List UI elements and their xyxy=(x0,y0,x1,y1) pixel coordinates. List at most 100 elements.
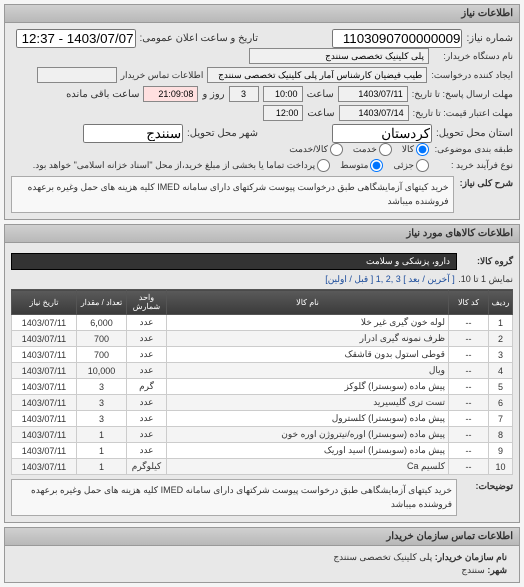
desc-text: خرید کیتهای آزمایشگاهی طبق درخواست پیوست… xyxy=(11,176,454,213)
cell: 1403/07/11 xyxy=(12,331,77,347)
cell: 10,000 xyxy=(77,363,127,379)
pkg-label-2: کالا/خدمت xyxy=(289,144,328,155)
items-table: ردیفکد کالانام کالاواحد شمارشتعداد / مقد… xyxy=(11,289,513,475)
bid-label-0: جزئی xyxy=(393,160,414,171)
buyer-org-label: نام دستگاه خریدار: xyxy=(433,51,513,62)
cell: -- xyxy=(449,411,489,427)
cat-title: گروه کالا: xyxy=(463,256,513,267)
cell: 1403/07/11 xyxy=(12,315,77,331)
cell: 9 xyxy=(489,443,513,459)
pkg-radio-1[interactable] xyxy=(379,143,392,156)
cell: پیش ماده (سوبسترا) گلوکز xyxy=(167,379,449,395)
table-row[interactable]: 9--پیش ماده (سوبسترا) اسید اوریکعدد11403… xyxy=(12,443,513,459)
cell: 700 xyxy=(77,331,127,347)
pkg-option-2[interactable]: کالا/خدمت xyxy=(289,143,343,156)
bid-option-1[interactable]: متوسط xyxy=(340,159,383,172)
cell: 7 xyxy=(489,411,513,427)
org-name-label: نام سازمان خریدار: xyxy=(435,552,507,562)
cell: 1403/07/11 xyxy=(12,363,77,379)
cell: 3 xyxy=(77,411,127,427)
cell: پیش ماده (سوبسترا) کلسترول xyxy=(167,411,449,427)
cell: قوطی استول بدون قاشقک xyxy=(167,347,449,363)
bid-radio-group: جزئی متوسط پرداخت تماما یا بخشی از مبلغ خر… xyxy=(33,159,429,172)
table-row[interactable]: 1--لوله خون گیری غیر خلاعدد6,0001403/07/… xyxy=(12,315,513,331)
expl-text: خرید کیتهای آزمایشگاهی طبق درخواست پیوست… xyxy=(11,479,457,516)
bid-radio-2[interactable] xyxy=(317,159,330,172)
col-header-2: نام کالا xyxy=(167,290,449,315)
info-panel-header: اطلاعات نیاز xyxy=(5,5,519,23)
pager-links[interactable]: [ آخرین / بعد ] 3 ,2 ,1 [ قبل / اولین] xyxy=(324,274,456,284)
pkg-option-0[interactable]: کالا xyxy=(402,143,429,156)
requester-field xyxy=(207,67,427,83)
col-header-1: کد کالا xyxy=(449,290,489,315)
cell: عدد xyxy=(127,363,167,379)
ann-date-field xyxy=(16,29,136,48)
footer-city-label: شهر: xyxy=(487,565,507,575)
items-panel: اطلاعات کالاهای مورد نیاز گروه کالا: دار… xyxy=(4,224,520,523)
deadline-hour-field xyxy=(263,86,303,102)
cell: عدد xyxy=(127,315,167,331)
buyer-contact-label: اطلاعات تماس خریدار xyxy=(121,70,204,81)
table-row[interactable]: 7--پیش ماده (سوبسترا) کلسترولعدد31403/07… xyxy=(12,411,513,427)
table-row[interactable]: 8--پیش ماده (سوبسترا) اوره/نیتروژن اوره … xyxy=(12,427,513,443)
ann-date-label: تاریخ و ساعت اعلان عمومی: xyxy=(140,33,259,44)
cell: کیلوگرم xyxy=(127,459,167,475)
cell: ویال xyxy=(167,363,449,379)
pager-summary: نمایش 1 تا 10. xyxy=(458,274,513,284)
items-panel-header: اطلاعات کالاهای مورد نیاز xyxy=(5,225,519,243)
cell: عدد xyxy=(127,443,167,459)
cell: تست تری گلیسیرید xyxy=(167,395,449,411)
cell: -- xyxy=(449,459,489,475)
contact-panel-header: اطلاعات تماس سازمان خریدار xyxy=(5,528,519,546)
cell: -- xyxy=(449,331,489,347)
table-row[interactable]: 10--کلسیم Caکیلوگرم11403/07/11 xyxy=(12,459,513,475)
cell: عدد xyxy=(127,427,167,443)
cell: 1 xyxy=(77,459,127,475)
cell: 10 xyxy=(489,459,513,475)
city-field xyxy=(83,124,183,143)
cell: عدد xyxy=(127,331,167,347)
deadline-date-field xyxy=(338,86,408,102)
cell: گرم xyxy=(127,379,167,395)
requester-label: ایجاد کننده درخواست: xyxy=(431,70,513,81)
province-field xyxy=(332,124,432,143)
table-row[interactable]: 2--ظرف نمونه گیری ادرارعدد7001403/07/11 xyxy=(12,331,513,347)
contact-panel: اطلاعات تماس سازمان خریدار نام سازمان خر… xyxy=(4,527,520,583)
pkg-label-1: خدمت xyxy=(353,144,377,155)
cell: 1403/07/11 xyxy=(12,427,77,443)
expl-title: توضیحات: xyxy=(463,479,513,516)
desc-title: شرح کلی نیاز: xyxy=(460,176,513,213)
bid-option-0[interactable]: جزئی xyxy=(393,159,429,172)
cell: 1 xyxy=(77,427,127,443)
table-row[interactable]: 5--پیش ماده (سوبسترا) گلوکزگرم31403/07/1… xyxy=(12,379,513,395)
cell: 3 xyxy=(77,395,127,411)
cell: 1403/07/11 xyxy=(12,459,77,475)
pkg-radio-0[interactable] xyxy=(416,143,429,156)
cell: ظرف نمونه گیری ادرار xyxy=(167,331,449,347)
info-panel: اطلاعات نیاز شماره نیاز: تاریخ و ساعت اع… xyxy=(4,4,520,220)
table-row[interactable]: 3--قوطی استول بدون قاشقکعدد7001403/07/11 xyxy=(12,347,513,363)
cell: 1403/07/11 xyxy=(12,411,77,427)
city-label: شهر محل تحویل: xyxy=(187,128,258,139)
bid-radio-0[interactable] xyxy=(416,159,429,172)
cell: عدد xyxy=(127,395,167,411)
valid-until-label: مهلت اعتبار قیمت: تا تاریخ: xyxy=(413,108,513,119)
bid-option-2[interactable]: پرداخت تماما یا بخشی از مبلغ خرید،از محل… xyxy=(33,159,330,172)
cat-value: دارو، پزشکی و سلامت xyxy=(11,253,457,270)
pager: نمایش 1 تا 10. [ آخرین / بعد ] 3 ,2 ,1 [… xyxy=(11,274,513,285)
cell: پیش ماده (سوبسترا) اوره/نیتروژن اوره خون xyxy=(167,427,449,443)
cell: -- xyxy=(449,363,489,379)
province-label: استان محل تحویل: xyxy=(436,128,513,139)
cell: 700 xyxy=(77,347,127,363)
pkg-option-1[interactable]: خدمت xyxy=(353,143,392,156)
org-name-value: پلی کلینیک تخصصی سنندج xyxy=(333,552,432,562)
hour-label-1: ساعت xyxy=(307,89,334,100)
table-row[interactable]: 6--تست تری گلیسیریدعدد31403/07/11 xyxy=(12,395,513,411)
bid-radio-1[interactable] xyxy=(370,159,383,172)
table-row[interactable]: 4--ویالعدد10,0001403/07/11 xyxy=(12,363,513,379)
pkg-radio-2[interactable] xyxy=(330,143,343,156)
cell: 8 xyxy=(489,427,513,443)
valid-date-field xyxy=(339,105,409,121)
cell: پیش ماده (سوبسترا) اسید اوریک xyxy=(167,443,449,459)
pkg-radio-group: کالا خدمت کالا/خدمت xyxy=(289,143,429,156)
